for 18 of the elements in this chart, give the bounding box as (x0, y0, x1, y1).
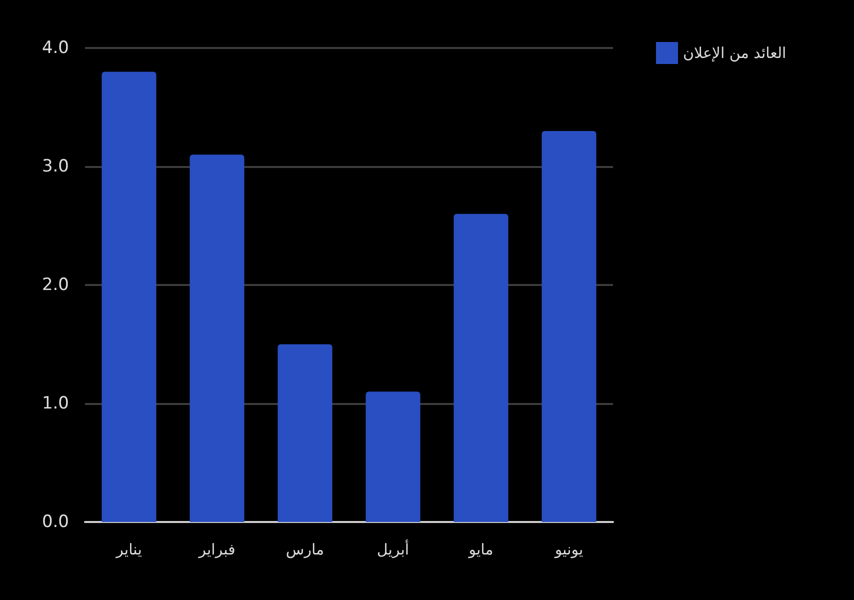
y-tick-label: 2.0 (42, 275, 69, 295)
y-tick-label: 1.0 (42, 394, 69, 414)
legend-label: العائد من الإعلان (683, 44, 786, 62)
bar (190, 154, 244, 522)
y-tick-label: 3.0 (42, 156, 69, 176)
y-tick-label: 0.0 (42, 512, 69, 532)
bar (454, 214, 508, 522)
y-tick-label: 4.0 (42, 38, 69, 58)
bar (366, 392, 420, 522)
bar (102, 72, 156, 522)
x-tick-label: مارس (286, 540, 324, 558)
bar (278, 344, 332, 522)
x-tick-label: يونيو (554, 540, 584, 558)
x-tick-label: أبريل (376, 540, 410, 558)
x-tick-label: يناير (115, 540, 142, 558)
bar (542, 130, 596, 522)
x-tick-label: مايو (468, 540, 494, 558)
x-tick-label: فبراير (198, 540, 236, 558)
